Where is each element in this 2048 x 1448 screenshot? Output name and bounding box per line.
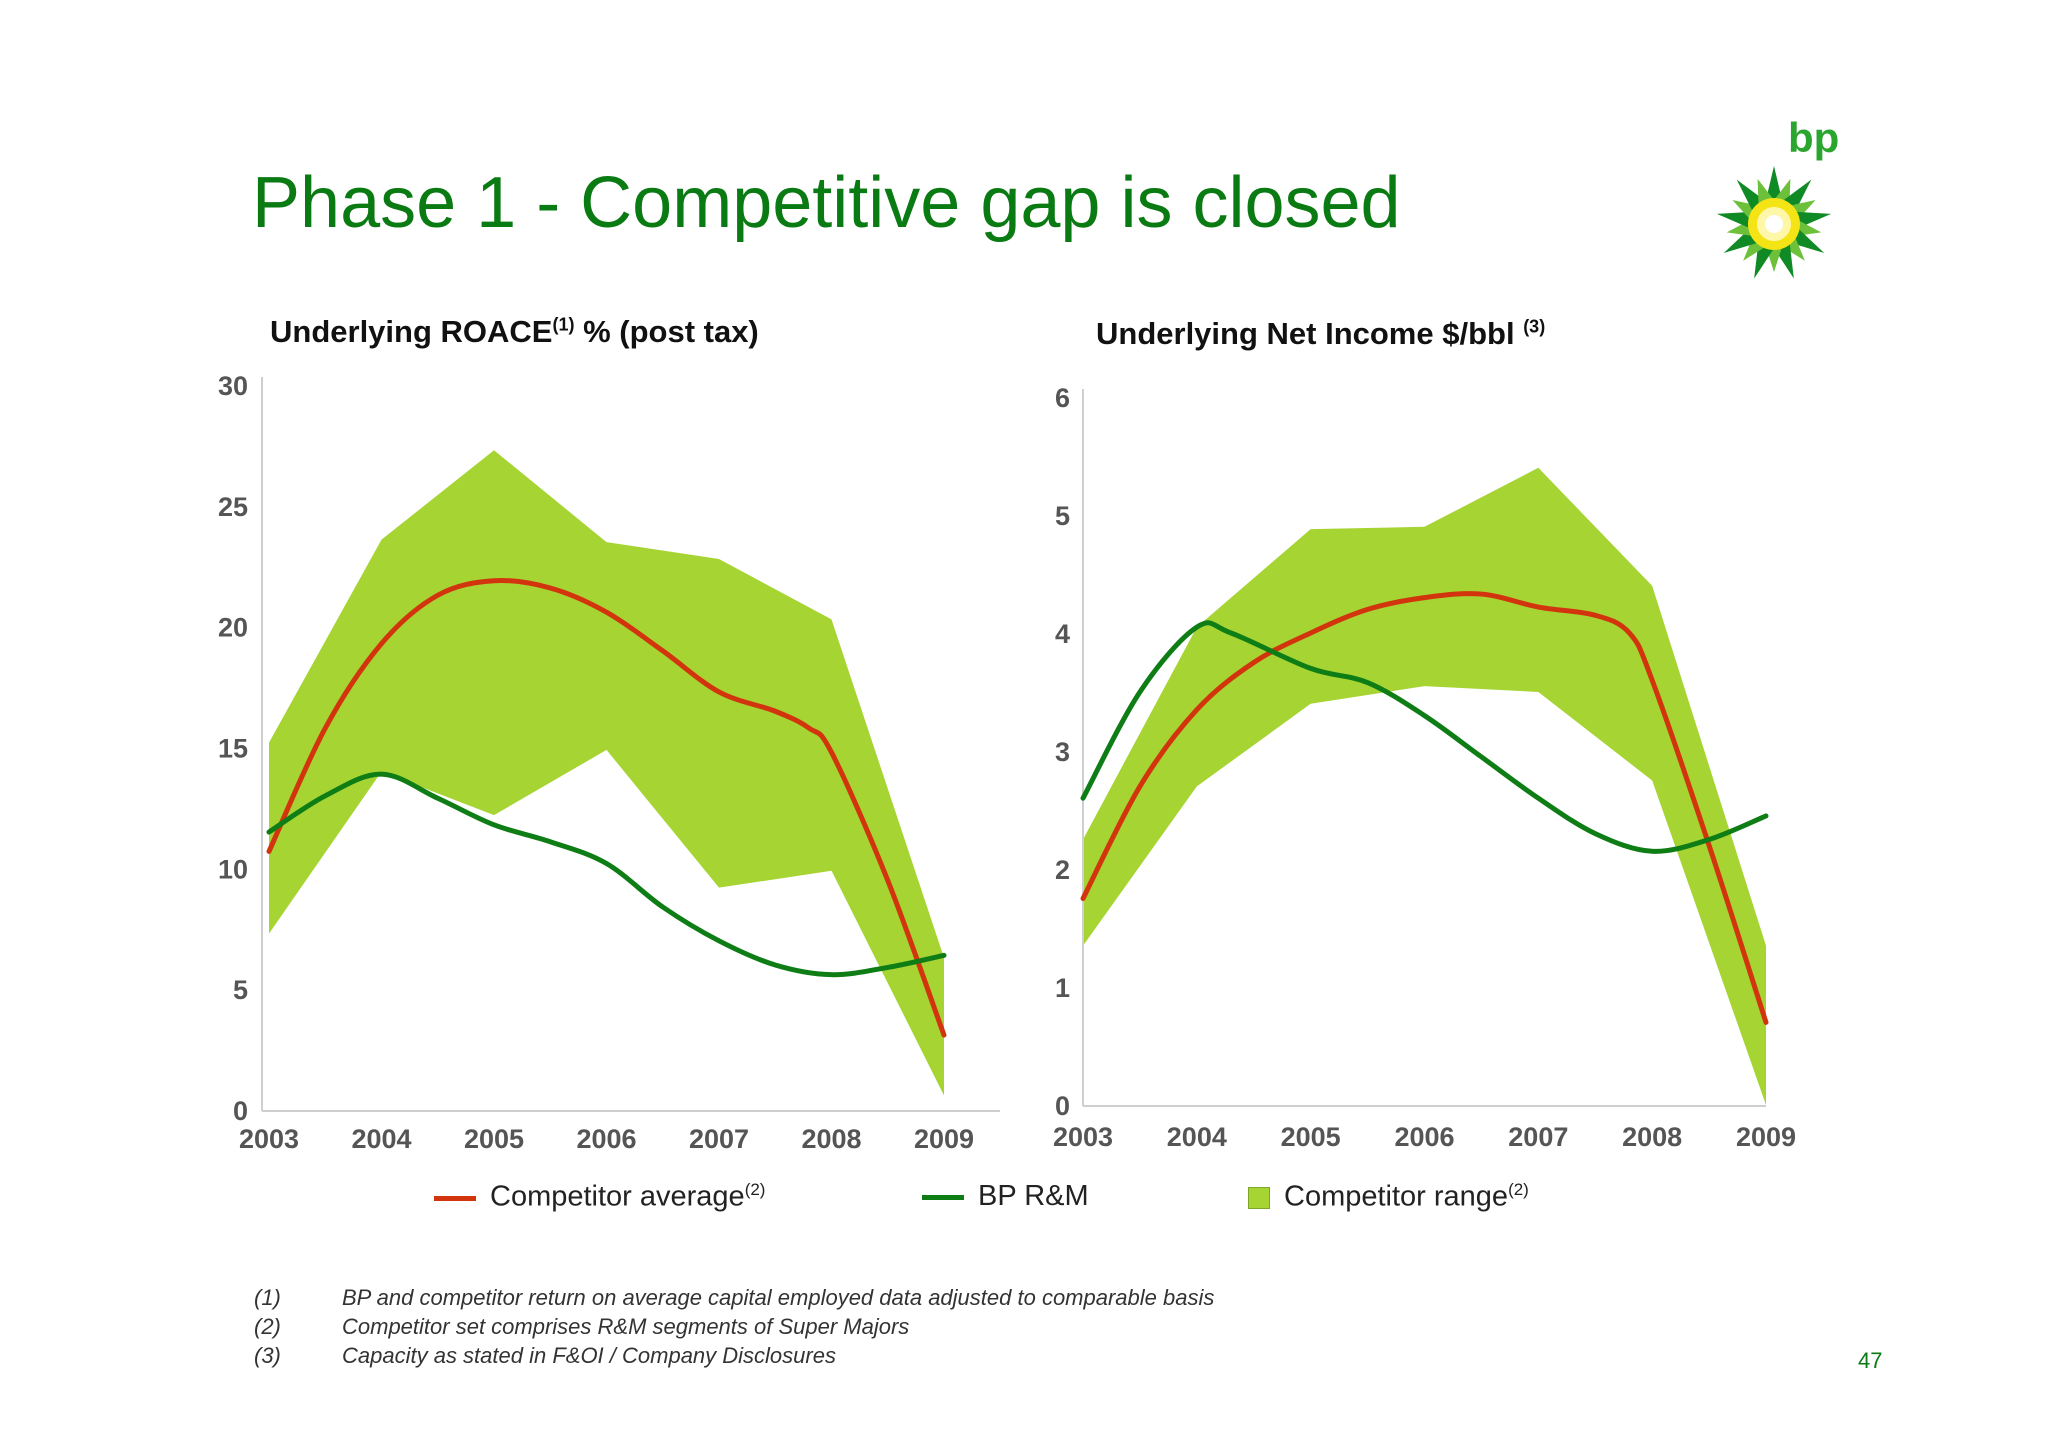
legend-bp-rm: BP R&M xyxy=(922,1180,1089,1213)
chart1-title-note: (1) xyxy=(552,314,575,335)
logo-petal xyxy=(1716,211,1756,230)
legend-competitor-average-label: Competitor average xyxy=(490,1180,745,1213)
legend-competitor-average-note: (2) xyxy=(744,1180,766,1199)
chart1-x-tick-label: 2007 xyxy=(689,1124,749,1154)
chart2-y-tick-label: 3 xyxy=(1055,737,1070,767)
chart2-x-tick-label: 2005 xyxy=(1281,1122,1341,1152)
chart1-competitor-range-band xyxy=(269,450,944,1096)
chart1-y-tick-label: 5 xyxy=(233,975,248,1005)
chart2-x-tick-label: 2008 xyxy=(1622,1122,1682,1152)
chart1-y-tick-label: 20 xyxy=(218,613,248,643)
chart2-title-text: Underlying Net Income $/bbl xyxy=(1096,316,1515,351)
legend-bp-rm-swatch xyxy=(922,1194,964,1200)
chart1-y-tick-label: 0 xyxy=(233,1096,248,1126)
chart1-series-competitor-average xyxy=(266,578,947,1038)
legend-competitor-range-note: (2) xyxy=(1508,1180,1529,1199)
slide-title: Phase 1 - Competitive gap is closed xyxy=(252,163,1401,243)
chart1-series-bp-r-m xyxy=(266,771,947,978)
chart2-competitor-range-band xyxy=(1083,467,1766,1105)
legend-bp-rm-label: BP R&M xyxy=(978,1180,1089,1212)
chart2-x-tick-label: 2009 xyxy=(1736,1122,1796,1152)
footnote-3-text: Capacity as stated in F&OI / Company Dis… xyxy=(342,1343,836,1368)
chart1-title-text: Underlying ROACE xyxy=(270,314,553,349)
chart1-x-tick-label: 2008 xyxy=(801,1124,861,1154)
footnote-2-num: (2) xyxy=(254,1314,281,1339)
chart2-y-tick-label: 5 xyxy=(1055,501,1070,531)
chart2-y-tick-label: 6 xyxy=(1055,383,1070,413)
chart1-x-tick-label: 2004 xyxy=(351,1124,411,1154)
chart2-title-note: (3) xyxy=(1523,316,1546,337)
legend-competitor-range-label: Competitor range xyxy=(1284,1180,1509,1213)
chart1-y-tick-label: 25 xyxy=(218,492,248,522)
chart2-title: Underlying Net Income $/bbl (3) xyxy=(1096,316,1545,352)
footnote-3-num: (3) xyxy=(254,1343,281,1368)
chart2-series-competitor-average xyxy=(1080,591,1769,1025)
footnote-2-text: Competitor set comprises R&M segments of… xyxy=(342,1314,910,1339)
footnote-3: (3) Capacity as stated in F&OI / Company … xyxy=(254,1343,836,1369)
chart2-y-tick-label: 4 xyxy=(1055,619,1070,649)
chart2-x-tick-label: 2007 xyxy=(1508,1122,1568,1152)
chart1-x-tick-label: 2003 xyxy=(239,1124,299,1154)
chart1-title-suffix: % (post tax) xyxy=(574,314,759,349)
chart1-plot: 0 5 10 15 20 25 30 2003 2004 2005 2006 2007 2008 2009 xyxy=(218,371,1000,1154)
chart1-x-tick-label: 2006 xyxy=(576,1124,636,1154)
chart2-y-tick-label: 0 xyxy=(1055,1091,1070,1121)
chart2-y-tick-label: 2 xyxy=(1055,855,1070,885)
chart2-y-tick-label: 1 xyxy=(1055,973,1070,1003)
chart1-y-tick-label: 30 xyxy=(218,371,248,401)
legend-competitor-average-swatch xyxy=(434,1195,476,1201)
footnote-1-num: (1) xyxy=(254,1285,281,1310)
chart1-y-tick-label: 10 xyxy=(218,854,248,884)
bp-helios-logo-icon: bp xyxy=(1716,118,1839,279)
chart2-x-tick-label: 2003 xyxy=(1053,1122,1113,1152)
legend-competitor-range: Competitor range(2) xyxy=(1248,1180,1529,1214)
chart2-x-tick-label: 2004 xyxy=(1167,1122,1227,1152)
chart1-title: Underlying ROACE(1) % (post tax) xyxy=(270,314,759,350)
footnote-2: (2) Competitor set comprises R&M segments… xyxy=(254,1314,909,1340)
legend-competitor-average: Competitor average(2) xyxy=(434,1180,765,1214)
chart2-x-tick-label: 2006 xyxy=(1394,1122,1454,1152)
chart2-series-bp-r-m xyxy=(1080,620,1769,854)
page-number: 47 xyxy=(1858,1348,1883,1373)
legend-competitor-range-swatch xyxy=(1248,1187,1270,1209)
chart1-x-tick-label: 2005 xyxy=(464,1124,524,1154)
chart1-x-tick-label: 2009 xyxy=(914,1124,974,1154)
bp-wordmark: bp xyxy=(1788,118,1839,161)
chart1-y-tick-label: 15 xyxy=(218,734,248,764)
footnote-1-text: BP and competitor return on average capi… xyxy=(342,1285,1215,1310)
chart2-plot: 0 1 2 3 4 5 6 2003 2004 2005 2006 2007 2008 2009 xyxy=(1053,383,1796,1152)
footnote-1: (1) BP and competitor return on average c… xyxy=(254,1285,1214,1311)
